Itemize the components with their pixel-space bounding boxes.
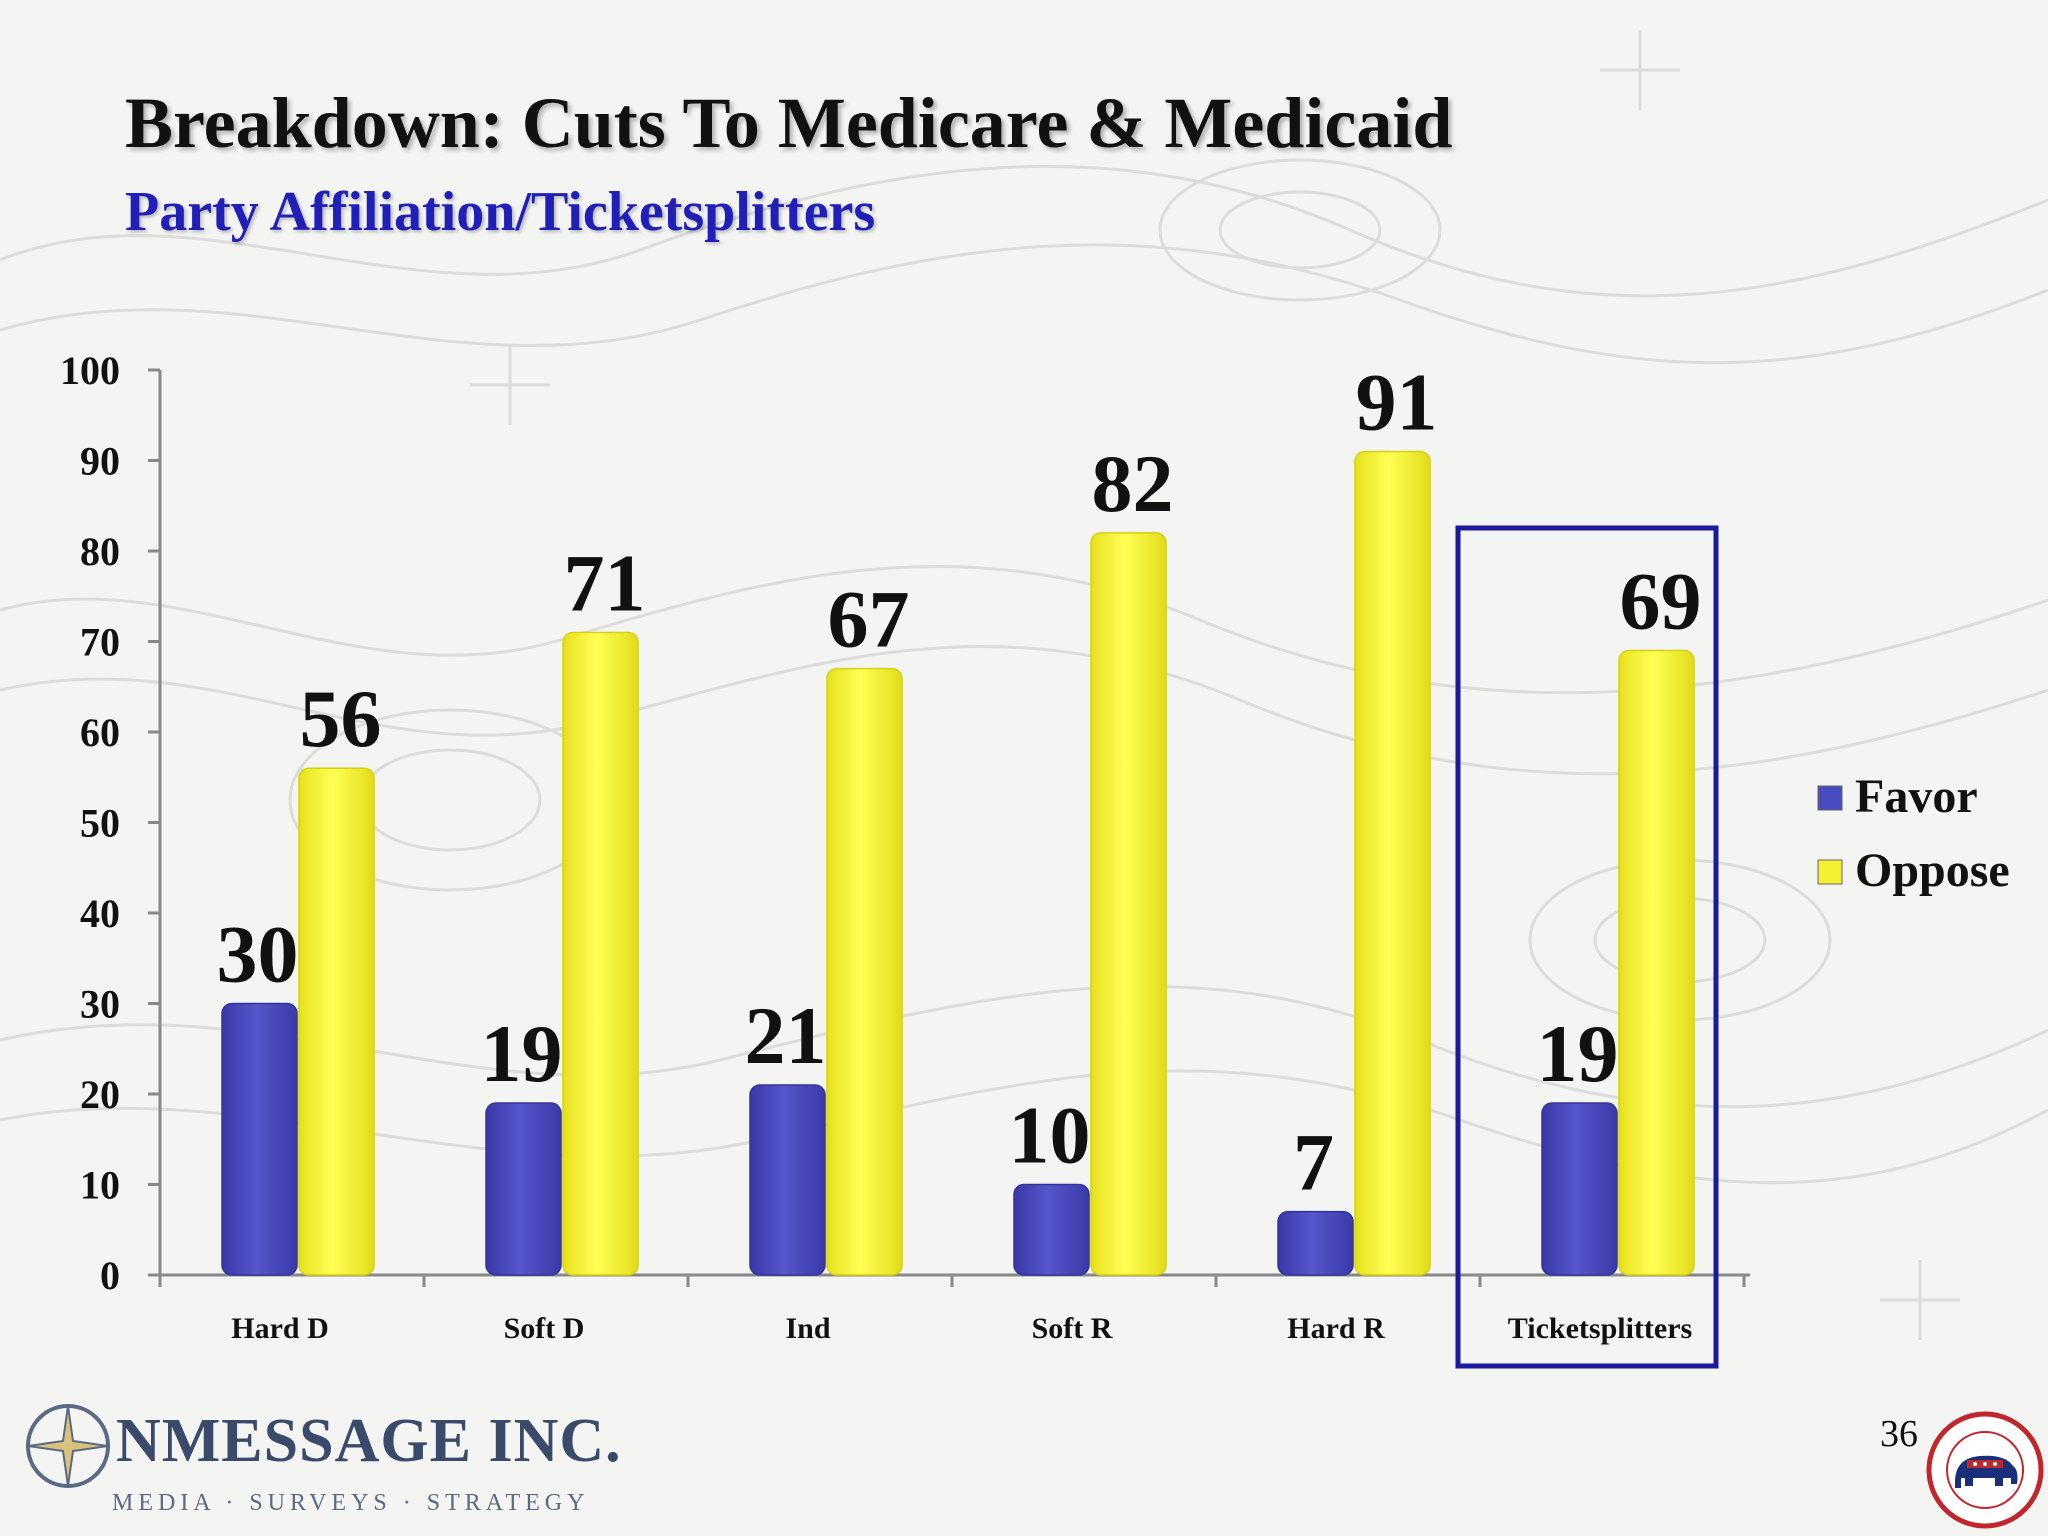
page-number: 36 xyxy=(1880,1413,1918,1455)
x-tick-label: Hard R xyxy=(1287,1312,1385,1345)
republican-elephant-seal-icon xyxy=(1926,1411,2044,1529)
bar-oppose xyxy=(562,631,639,1276)
y-tick-label: 100 xyxy=(60,348,120,393)
bar-favor xyxy=(1541,1102,1618,1276)
logo-name: NMESSAGE INC. xyxy=(116,1407,622,1475)
data-label: 56 xyxy=(300,673,382,764)
bar-oppose xyxy=(1618,649,1695,1276)
y-tick-label: 80 xyxy=(80,529,120,574)
y-tick-label: 90 xyxy=(80,439,120,484)
y-tick-label: 40 xyxy=(80,891,120,936)
data-label: 30 xyxy=(217,909,299,1000)
y-tick-label: 60 xyxy=(80,710,120,755)
page-title: Breakdown: Cuts To Medicare & Medicaid xyxy=(125,83,1453,163)
data-label: 82 xyxy=(1092,438,1174,529)
bar-favor xyxy=(1277,1210,1354,1276)
legend-swatch-favor xyxy=(1817,785,1843,811)
onmessage-logo: NMESSAGE INC. MEDIA · SURVEYS · STRATEGY xyxy=(20,1398,621,1528)
data-label: 19 xyxy=(1537,1008,1619,1099)
data-label: 91 xyxy=(1356,356,1438,447)
bar-favor xyxy=(485,1102,562,1276)
x-tick-label: Soft D xyxy=(504,1312,585,1345)
bar-favor xyxy=(1013,1183,1090,1276)
legend-label: Favor xyxy=(1855,770,1978,823)
y-tick-label: 70 xyxy=(80,620,120,665)
data-label: 69 xyxy=(1620,556,1702,647)
x-tick-label: Ind xyxy=(785,1312,830,1345)
x-tick-label: Hard D xyxy=(231,1312,329,1345)
data-label: 67 xyxy=(828,574,910,665)
x-tick-label: Ticketsplitters xyxy=(1508,1312,1692,1345)
data-label: 21 xyxy=(745,990,827,1081)
bar-favor xyxy=(221,1002,298,1276)
bar-oppose xyxy=(1354,450,1431,1276)
x-tick-label: Soft R xyxy=(1032,1312,1113,1345)
highlight-box xyxy=(1455,525,1719,1369)
data-label: 71 xyxy=(564,537,646,628)
y-tick-label: 10 xyxy=(80,1163,120,1208)
legend-label: Oppose xyxy=(1855,844,2010,897)
compass-icon xyxy=(26,1404,110,1488)
data-label: 7 xyxy=(1293,1117,1334,1208)
y-tick-label: 30 xyxy=(80,982,120,1027)
y-tick-label: 0 xyxy=(100,1253,120,1298)
y-tick-label: 20 xyxy=(80,1072,120,1117)
bar-oppose xyxy=(1090,532,1167,1276)
bar-oppose xyxy=(298,767,375,1276)
data-label: 10 xyxy=(1009,1090,1091,1181)
data-label: 19 xyxy=(481,1008,563,1099)
page-subtitle: Party Affiliation/Ticketsplitters xyxy=(125,181,876,243)
legend-swatch-oppose xyxy=(1817,859,1843,885)
y-tick-label: 50 xyxy=(80,801,120,846)
bar-oppose xyxy=(826,667,903,1276)
logo-tagline: MEDIA · SURVEYS · STRATEGY xyxy=(112,1490,590,1516)
bar-favor xyxy=(749,1084,826,1276)
